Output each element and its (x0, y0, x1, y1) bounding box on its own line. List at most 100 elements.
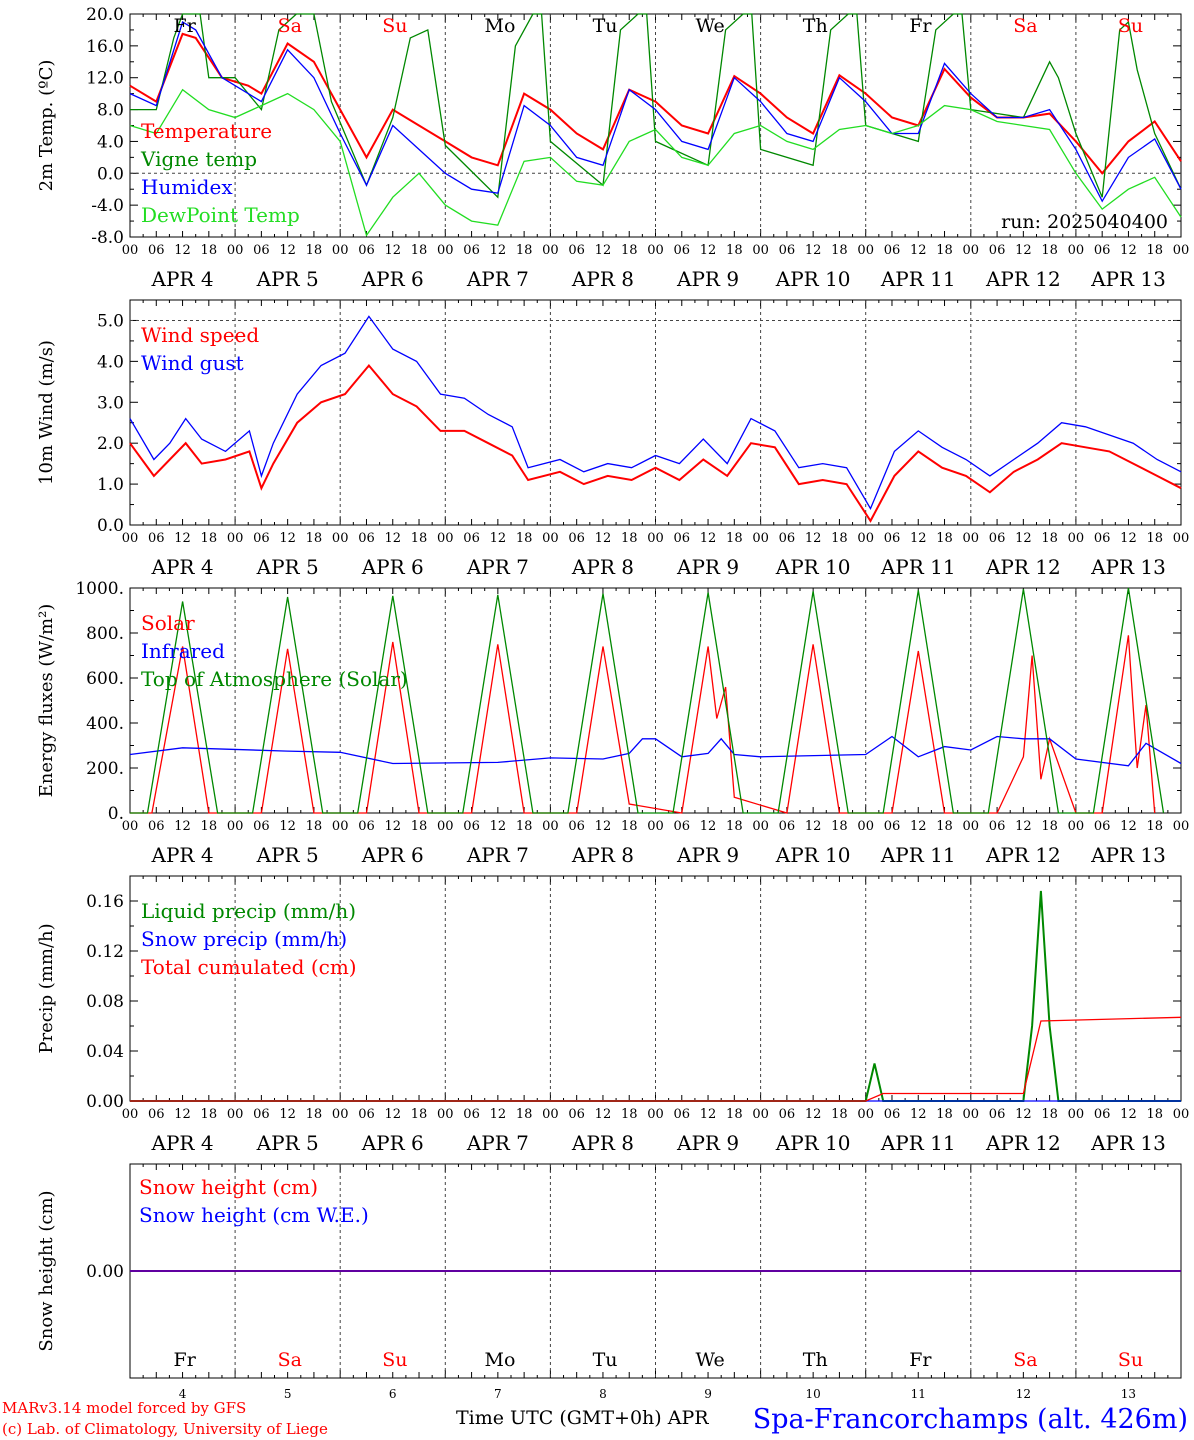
footer: 4 5 6 7 8 9 10 11 12 13 MARv3.14 model forced by G… (2, 1387, 1188, 1438)
hour-tick-label: 06 (1094, 243, 1111, 258)
hour-tick-label: 00 (963, 531, 980, 546)
hour-tick-label: 00 (122, 819, 139, 834)
hour-tick-label: 18 (516, 243, 533, 258)
hour-tick-label: 06 (674, 819, 691, 834)
date-label: APR 12 (985, 843, 1061, 867)
hour-tick-label: 06 (463, 1107, 480, 1122)
hour-tick-label: 06 (1094, 819, 1111, 834)
hour-tick-label: 00 (1173, 1107, 1190, 1122)
hour-tick-label: 18 (726, 531, 743, 546)
run-label: run: 2025040400 (1001, 211, 1168, 233)
legend-entry: Vigne temp (140, 147, 257, 171)
y-tick-label: 5.0 (97, 311, 124, 331)
hour-tick-label: 00 (437, 243, 454, 258)
hour-tick-label: 00 (332, 243, 349, 258)
hour-tick-label: 00 (963, 243, 980, 258)
hour-tick-label: 00 (647, 819, 664, 834)
hour-tick-label: 06 (989, 819, 1006, 834)
hour-tick-label: 06 (884, 1107, 901, 1122)
hour-tick-label: 18 (1146, 243, 1163, 258)
hour-tick-label: 06 (358, 243, 375, 258)
date-label: APR 12 (985, 555, 1061, 579)
y-tick-label: 1000. (75, 579, 124, 599)
hour-tick-label: 00 (752, 531, 769, 546)
hour-tick-label: 18 (201, 531, 218, 546)
hour-tick-label: 12 (174, 819, 191, 834)
hour-tick-label: 12 (1015, 819, 1032, 834)
date-label: APR 5 (256, 843, 319, 867)
series-line (130, 635, 1156, 814)
hour-tick-label: 18 (936, 1107, 953, 1122)
date-label: APR 8 (571, 267, 634, 291)
hour-tick-label: 00 (542, 1107, 559, 1122)
date-label: APR 9 (676, 843, 739, 867)
hour-tick-label: 00 (542, 243, 559, 258)
hour-tick-label: 18 (621, 531, 638, 546)
y-tick-label: 2.0 (97, 434, 124, 454)
y-tick-label: 0.04 (86, 1042, 124, 1062)
y-tick-label: 800. (86, 624, 124, 644)
y-tick-label: 4.0 (97, 352, 124, 372)
date-label: APR 11 (880, 267, 956, 291)
hour-tick-label: 06 (884, 243, 901, 258)
hour-tick-label: 12 (700, 1107, 717, 1122)
legend-entry: Liquid precip (mm/h) (141, 899, 356, 923)
weekday-label: Tu (593, 15, 618, 37)
legend-entry: Infrared (141, 639, 225, 663)
hour-tick-label: 00 (122, 531, 139, 546)
date-label: APR 5 (256, 1131, 319, 1155)
hour-tick-label: 18 (1041, 819, 1058, 834)
hour-tick-label: 12 (700, 531, 717, 546)
date-label: APR 11 (880, 1131, 956, 1155)
hour-tick-label: 06 (463, 531, 480, 546)
date-label: APR 6 (361, 555, 424, 579)
hour-tick-label: 18 (1146, 1107, 1163, 1122)
y-axis-title: Energy fluxes (W/m²) (36, 604, 57, 798)
y-tick-label: 600. (86, 669, 124, 689)
weekday-label: Su (382, 1349, 407, 1371)
hour-tick-label: 06 (568, 819, 585, 834)
series-line (129, 363, 1182, 523)
hour-tick-label: 12 (1120, 243, 1137, 258)
date-label: APR 8 (571, 843, 634, 867)
day-number: 4 (179, 1387, 187, 1401)
hour-tick-label: 18 (621, 1107, 638, 1122)
hour-tick-label: 12 (910, 1107, 927, 1122)
hour-tick-label: 12 (805, 819, 822, 834)
hour-tick-label: 06 (779, 1107, 796, 1122)
date-label: APR 7 (466, 555, 529, 579)
day-number: 6 (389, 1387, 397, 1401)
y-tick-label: 0. (108, 804, 124, 824)
y-tick-label: 3.0 (97, 393, 124, 413)
date-label: APR 13 (1090, 1131, 1166, 1155)
series-line (130, 587, 1165, 814)
hour-tick-label: 00 (1068, 1107, 1085, 1122)
y-axis-title: 2m Temp. (ºC) (36, 60, 57, 192)
date-label: APR 6 (361, 843, 424, 867)
hour-tick-label: 00 (857, 531, 874, 546)
date-label: APR 8 (571, 555, 634, 579)
hour-tick-label: 18 (306, 1107, 323, 1122)
hour-tick-label: 12 (490, 531, 507, 546)
hour-tick-label: 12 (490, 1107, 507, 1122)
hour-tick-label: 06 (674, 243, 691, 258)
y-tick-label: 8.0 (97, 101, 124, 121)
hour-tick-label: 12 (279, 531, 296, 546)
weekday-label: Th (803, 1349, 828, 1371)
y-axis-title: Snow height (cm) (36, 1190, 57, 1351)
legend-entry: Wind speed (141, 323, 259, 347)
hour-tick-label: 18 (516, 819, 533, 834)
hour-tick-label: 00 (647, 243, 664, 258)
hour-tick-label: 12 (700, 819, 717, 834)
series-line (129, 315, 1182, 511)
hour-tick-label: 00 (227, 243, 244, 258)
weekday-label: Su (1118, 15, 1143, 37)
weekday-label: Sa (278, 15, 302, 37)
legend-entry: Temperature (141, 119, 272, 143)
weekday-label: Fr (909, 15, 932, 37)
legend-entry: Top of Atmosphere (Solar) (141, 667, 408, 691)
hour-tick-label: 12 (910, 243, 927, 258)
date-label: APR 13 (1090, 843, 1166, 867)
hour-tick-label: 12 (1015, 531, 1032, 546)
credit-model: MARv3.14 model forced by GFS (2, 1399, 246, 1417)
